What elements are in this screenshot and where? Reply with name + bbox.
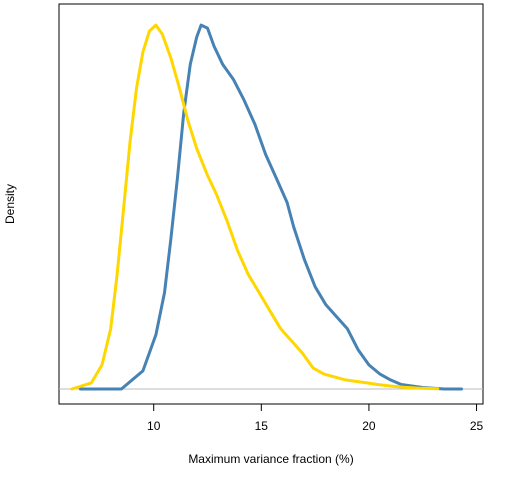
y-axis-label: Density — [3, 184, 17, 224]
plot-frame — [58, 3, 484, 405]
x-tick-label: 10 — [147, 419, 161, 433]
x-tick-label: 15 — [255, 419, 269, 433]
series-group — [70, 23, 463, 391]
x-tick-label: 25 — [470, 419, 484, 433]
x-tick-label: 20 — [362, 419, 376, 433]
x-axis-label: Maximum variance fraction (%) — [188, 452, 353, 466]
series-line-1 — [79, 23, 463, 391]
series-line-2 — [70, 23, 440, 391]
x-axis: 10 15 20 25 — [147, 404, 484, 433]
